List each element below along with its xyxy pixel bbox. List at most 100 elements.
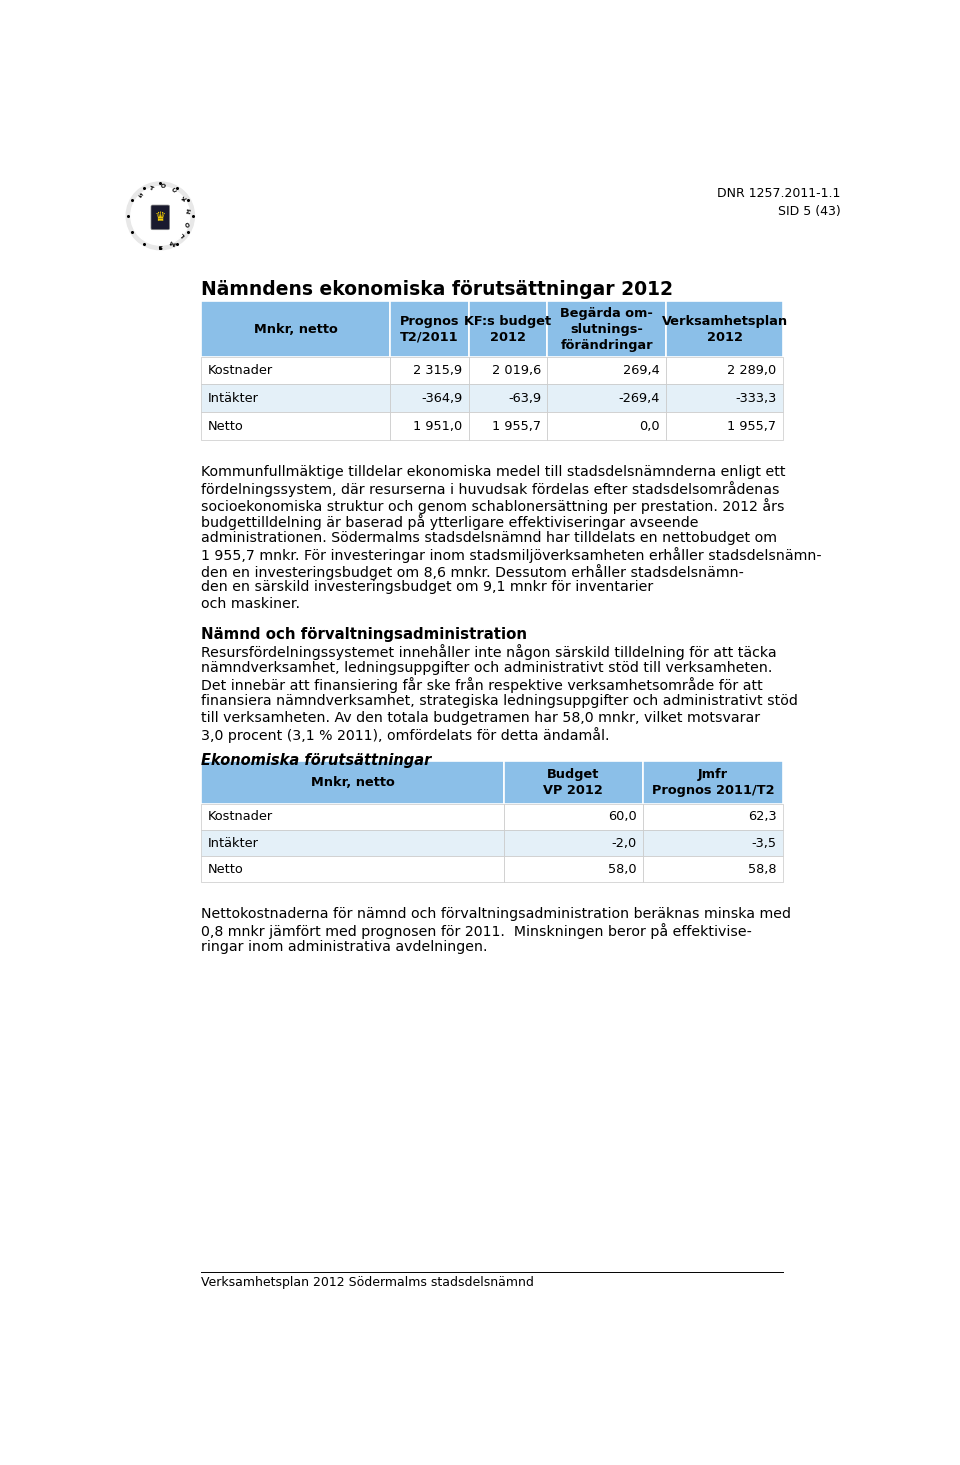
Bar <box>202 384 391 412</box>
Text: ringar inom administrativa avdelningen.: ringar inom administrativa avdelningen. <box>202 941 488 954</box>
Bar <box>643 856 782 882</box>
Bar <box>202 302 391 357</box>
Text: O: O <box>185 220 192 227</box>
Text: Mnkr, netto: Mnkr, netto <box>254 322 338 335</box>
Text: Kostnader: Kostnader <box>207 810 273 823</box>
Bar <box>547 302 666 357</box>
Text: Det innebär att finansiering får ske från respektive verksamhetsområde för att: Det innebär att finansiering får ske frå… <box>202 677 763 693</box>
Text: socioekonomiska struktur och genom schablonersättning per prestation. 2012 års: socioekonomiska struktur och genom schab… <box>202 498 785 514</box>
Bar <box>666 302 782 357</box>
Text: fördelningssystem, där resurserna i huvudsak fördelas efter stadsdelsområdenas: fördelningssystem, där resurserna i huvu… <box>202 481 780 497</box>
Text: 3,0 procent (3,1 % 2011), omfördelats för detta ändamål.: 3,0 procent (3,1 % 2011), omfördelats fö… <box>202 727 610 743</box>
Text: Netto: Netto <box>207 419 243 432</box>
Text: -2,0: -2,0 <box>612 837 636 850</box>
Bar <box>391 357 468 384</box>
Text: Mnkr, netto: Mnkr, netto <box>311 775 395 788</box>
Bar <box>547 357 666 384</box>
Bar <box>391 412 468 439</box>
Bar <box>666 384 782 412</box>
Text: 58,0: 58,0 <box>609 863 636 876</box>
Text: -3,5: -3,5 <box>752 837 777 850</box>
Bar <box>391 302 468 357</box>
Text: finansiera nämndverksamhet, strategiska ledningsuppgifter och administrativt stö: finansiera nämndverksamhet, strategiska … <box>202 694 799 708</box>
Bar <box>643 804 782 829</box>
Text: L: L <box>180 231 186 237</box>
Text: Netto: Netto <box>207 863 243 876</box>
Text: 58,8: 58,8 <box>748 863 777 876</box>
Text: 1 955,7 mnkr. För investeringar inom stadsmiljöverksamheten erhåller stadsdelsnä: 1 955,7 mnkr. För investeringar inom sta… <box>202 548 822 563</box>
Text: den en investeringsbudget om 8,6 mnkr. Dessutom erhåller stadsdelsnämn-: den en investeringsbudget om 8,6 mnkr. D… <box>202 564 744 580</box>
Text: Kommunfullmäktige tilldelar ekonomiska medel till stadsdelsnämnderna enligt ett: Kommunfullmäktige tilldelar ekonomiska m… <box>202 464 786 479</box>
Text: Intäkter: Intäkter <box>207 391 258 404</box>
Circle shape <box>131 186 190 245</box>
Text: ♛: ♛ <box>155 211 166 224</box>
Bar <box>547 412 666 439</box>
Text: -269,4: -269,4 <box>619 391 660 404</box>
Bar <box>202 829 504 856</box>
Text: DNR 1257.2011-1.1
SID 5 (43): DNR 1257.2011-1.1 SID 5 (43) <box>717 188 841 218</box>
Text: Jmfr
Prognos 2011/T2: Jmfr Prognos 2011/T2 <box>652 768 774 797</box>
Text: Nämndens ekonomiska förutsättningar 2012: Nämndens ekonomiska förutsättningar 2012 <box>202 280 673 299</box>
Text: S: S <box>158 243 162 248</box>
Text: 60,0: 60,0 <box>609 810 636 823</box>
Text: Nämnd och förvaltningsadministration: Nämnd och förvaltningsadministration <box>202 627 527 643</box>
Bar <box>391 384 468 412</box>
Text: K: K <box>181 196 188 202</box>
FancyBboxPatch shape <box>151 205 170 230</box>
Text: -63,9: -63,9 <box>508 391 541 404</box>
Text: C: C <box>172 188 179 193</box>
Text: T: T <box>148 185 153 192</box>
Text: 0,8 mnkr jämfört med prognosen för 2011.  Minskningen beror på effektivise-: 0,8 mnkr jämfört med prognosen för 2011.… <box>202 923 753 939</box>
Text: 2 315,9: 2 315,9 <box>414 365 463 377</box>
Bar <box>202 412 391 439</box>
Text: Begärda om-
slutnings-
förändringar: Begärda om- slutnings- förändringar <box>561 306 653 352</box>
Bar <box>643 829 782 856</box>
Text: administrationen. Södermalms stadsdelsnämnd har tilldelats en nettobudget om: administrationen. Södermalms stadsdelsnä… <box>202 530 778 545</box>
Text: Verksamhetsplan 2012 Södermalms stadsdelsnämnd: Verksamhetsplan 2012 Södermalms stadsdel… <box>202 1276 535 1289</box>
Text: 2 289,0: 2 289,0 <box>727 365 777 377</box>
Text: 2 019,6: 2 019,6 <box>492 365 541 377</box>
Bar <box>468 357 547 384</box>
Bar <box>468 384 547 412</box>
Bar <box>547 384 666 412</box>
Bar <box>504 829 643 856</box>
Text: 0,0: 0,0 <box>639 419 660 432</box>
Text: -333,3: -333,3 <box>735 391 777 404</box>
Text: Verksamhetsplan
2012: Verksamhetsplan 2012 <box>661 315 787 343</box>
Text: och maskiner.: och maskiner. <box>202 598 300 611</box>
Bar <box>202 856 504 882</box>
Text: M: M <box>169 239 177 246</box>
Text: Prognos
T2/2011: Prognos T2/2011 <box>399 315 459 343</box>
Bar <box>504 856 643 882</box>
Text: 1 955,7: 1 955,7 <box>492 419 541 432</box>
Text: O: O <box>160 185 166 189</box>
Text: till verksamheten. Av den totala budgetramen har 58,0 mnkr, vilket motsvarar: till verksamheten. Av den totala budgetr… <box>202 711 760 725</box>
Text: Intäkter: Intäkter <box>207 837 258 850</box>
Text: Ekonomiska förutsättningar: Ekonomiska förutsättningar <box>202 753 432 768</box>
Text: H: H <box>186 208 192 214</box>
Text: Kostnader: Kostnader <box>207 365 273 377</box>
Text: nämndverksamhet, ledningsuppgifter och administrativt stöd till verksamheten.: nämndverksamhet, ledningsuppgifter och a… <box>202 661 773 675</box>
Bar <box>202 760 504 804</box>
Bar <box>202 357 391 384</box>
Bar <box>504 760 643 804</box>
Text: 269,4: 269,4 <box>623 365 660 377</box>
Bar <box>643 760 782 804</box>
Bar <box>468 412 547 439</box>
Text: 1 955,7: 1 955,7 <box>728 419 777 432</box>
Text: Resursfördelningssystemet innehåller inte någon särskild tilldelning för att täc: Resursfördelningssystemet innehåller int… <box>202 645 777 661</box>
Bar <box>666 357 782 384</box>
Text: budgettilldelning är baserad på ytterligare effektiviseringar avseende: budgettilldelning är baserad på ytterlig… <box>202 514 699 530</box>
Text: -364,9: -364,9 <box>421 391 463 404</box>
Circle shape <box>126 182 194 249</box>
Text: S: S <box>136 192 143 199</box>
Text: 1 951,0: 1 951,0 <box>414 419 463 432</box>
Text: Nettokostnaderna för nämnd och förvaltningsadministration beräknas minska med: Nettokostnaderna för nämnd och förvaltni… <box>202 907 791 921</box>
Text: 62,3: 62,3 <box>748 810 777 823</box>
Text: KF:s budget
2012: KF:s budget 2012 <box>465 315 552 343</box>
Bar <box>504 804 643 829</box>
Bar <box>202 804 504 829</box>
Text: Budget
VP 2012: Budget VP 2012 <box>543 768 603 797</box>
Bar <box>666 412 782 439</box>
Bar <box>468 302 547 357</box>
